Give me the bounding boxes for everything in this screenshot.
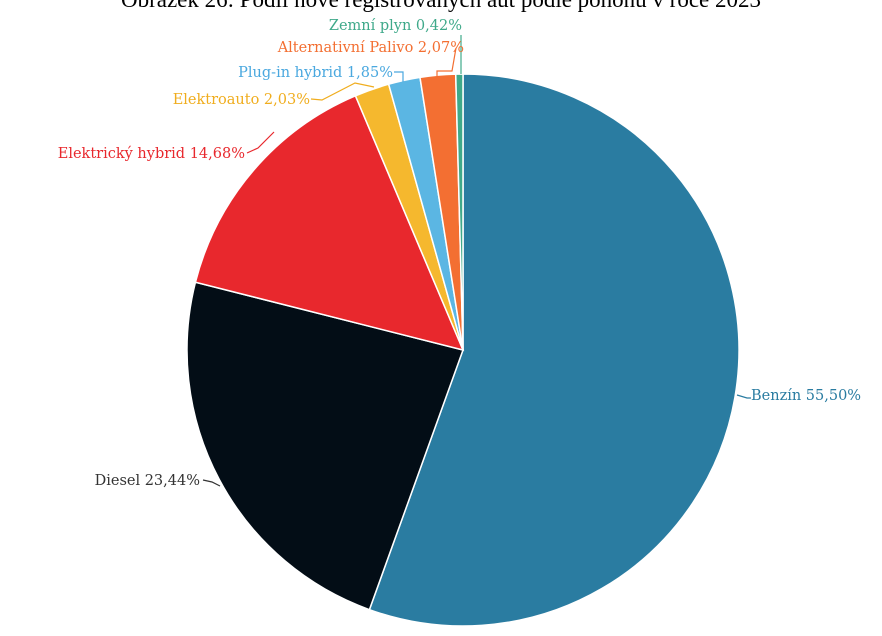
slice-label-elektricky-hybrid: Elektrický hybrid 14,68% xyxy=(58,145,245,162)
leader-line-benzin xyxy=(736,394,751,399)
slice-label-alternativni-palivo: Alternativní Palivo 2,07% xyxy=(277,40,464,56)
pie-slice-diesel xyxy=(186,281,464,611)
slice-label-plug-in-hybrid: Plug-in hybrid 1,85% xyxy=(238,65,393,81)
pie-slices xyxy=(186,73,740,627)
pie-slice-zemni-plyn xyxy=(454,73,464,351)
leader-line-elektricky-hybrid xyxy=(246,131,275,154)
slice-label-elektroauto: Elektroauto 2,03% xyxy=(173,92,310,108)
slice-labels: Benzín 55,50% Diesel 23,44% Elektrický hyb… xyxy=(58,18,861,489)
leader-line-elektroauto xyxy=(310,82,375,101)
slice-label-diesel: Diesel 23,44% xyxy=(95,473,200,489)
pie-slice-elektricky-hybrid xyxy=(194,94,465,352)
leader-line-plug-in-hybrid xyxy=(394,71,404,82)
slice-label-zemni-plyn: Zemní plyn 0,42% xyxy=(329,18,462,34)
slice-label-benzin: Benzín 55,50% xyxy=(751,388,861,404)
leader-line-alternativni-palivo xyxy=(436,47,457,78)
figure-caption: Obrázek 26: Podíl nově registrovaných au… xyxy=(0,0,882,13)
leader-line-diesel xyxy=(202,479,221,487)
pie-slice-benzin xyxy=(368,73,740,627)
leader-lines xyxy=(202,35,751,487)
